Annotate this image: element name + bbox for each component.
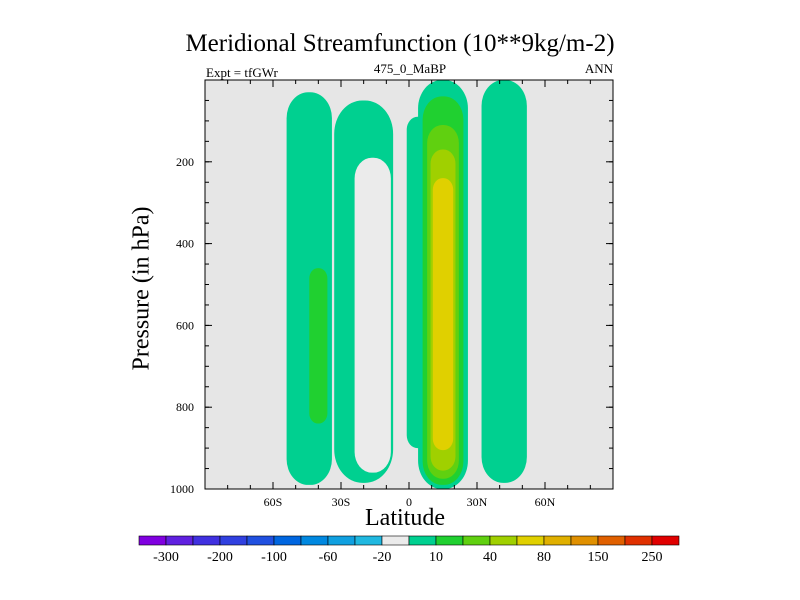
colorbar-label-1: -200: [207, 550, 233, 565]
colorbar-label-4: -20: [373, 550, 392, 565]
y-tick-label-3: 800: [176, 400, 194, 414]
colorbar-box-11: [435, 535, 464, 546]
x-axis-label: Latitude: [365, 505, 445, 531]
colorbar-label-7: 80: [537, 550, 551, 565]
experiment-label: Expt = tfGWr: [206, 65, 278, 80]
colorbar-label-8: 150: [588, 550, 609, 565]
contour-cell-1: [309, 268, 328, 424]
contour-cell-3: [354, 157, 391, 473]
colorbar-label-6: 40: [483, 550, 497, 565]
chart-title: Meridional Streamfunction (10**9kg/m-2): [185, 30, 615, 57]
x-tick-label-3: 30N: [467, 495, 488, 509]
colorbar-box-7: [327, 535, 356, 546]
colorbar-box-18: [624, 535, 653, 546]
colorbar-box-19: [651, 535, 680, 546]
colorbar-box-8: [354, 535, 383, 546]
y-ticks-group: 200 400 600 800 1000: [170, 155, 613, 496]
colorbar-label-9: 250: [642, 550, 663, 565]
colorbar-box-14: [516, 535, 545, 546]
colorbar-label-2: -100: [261, 550, 287, 565]
colorbar-label-0: -300: [153, 550, 179, 565]
colorbar-box-13: [489, 535, 518, 546]
colorbar-box-10: [408, 535, 437, 546]
x-ticks-group: 60S 30S 0 30N 60N: [264, 80, 556, 509]
colorbar-box-12: [462, 535, 491, 546]
y-tick-label-2: 600: [176, 318, 194, 332]
y-tick-label-1: 400: [176, 237, 194, 251]
colorbar-box-15: [543, 535, 572, 546]
colorbar-box-0: [138, 535, 167, 546]
colorbar-box-2: [192, 535, 221, 546]
colorbar-box-3: [219, 535, 248, 546]
y-tick-label-0: 200: [176, 155, 194, 169]
x-tick-label-4: 60N: [535, 495, 556, 509]
season-label: ANN: [584, 61, 613, 76]
colorbar-box-5: [273, 535, 302, 546]
colorbar-label-5: 10: [429, 550, 443, 565]
x-tick-label-2: 0: [406, 495, 412, 509]
x-tick-label-1: 30S: [332, 495, 351, 509]
colorbar-box-9: [381, 535, 410, 546]
contour-cell-10: [481, 80, 527, 483]
colorbar-box-4: [246, 535, 275, 546]
period-label: 475_0_MaBP: [373, 61, 447, 76]
contour-fill-group: [286, 80, 527, 489]
colorbar-box-17: [597, 535, 626, 546]
colorbar: -300 -200 -100 -60 -20 10 40 80 150 250: [138, 535, 680, 565]
colorbar-box-16: [570, 535, 599, 546]
colorbar-label-3: -60: [319, 550, 338, 565]
colorbar-box-1: [165, 535, 194, 546]
contour-cell-9: [432, 178, 454, 451]
y-tick-label-4: 1000: [170, 482, 194, 496]
x-tick-label-0: 60S: [264, 495, 283, 509]
colorbar-box-6: [300, 535, 329, 546]
